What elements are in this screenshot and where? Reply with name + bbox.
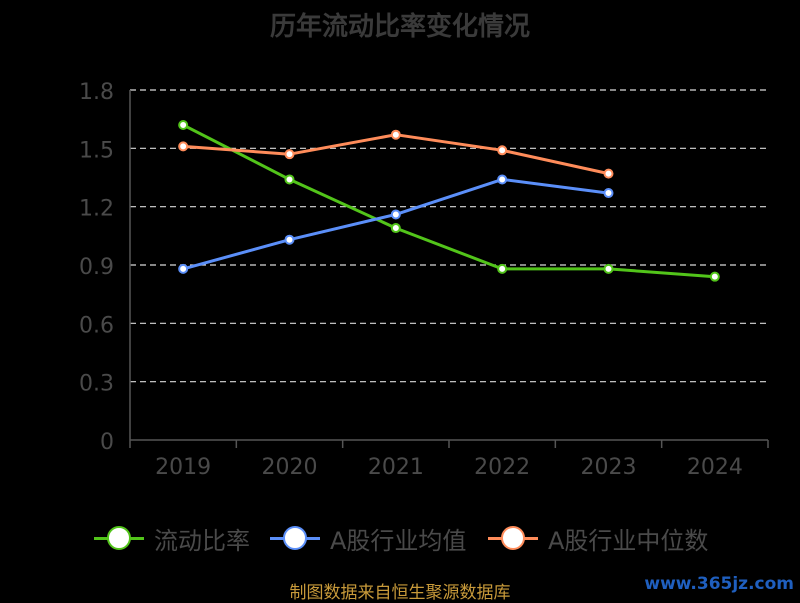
data-point bbox=[497, 263, 508, 274]
y-tick-label: 0.6 bbox=[79, 313, 114, 338]
watermark: www.365jz.com bbox=[644, 574, 794, 594]
legend-swatch-2 bbox=[488, 518, 538, 558]
data-point bbox=[178, 263, 189, 274]
legend-label-2: A股行业中位数 bbox=[548, 526, 709, 555]
data-point bbox=[390, 129, 401, 140]
data-point bbox=[284, 174, 295, 185]
series-1 bbox=[178, 174, 614, 274]
data-point bbox=[497, 174, 508, 185]
x-tick-label: 2021 bbox=[368, 455, 424, 480]
data-point bbox=[178, 120, 189, 130]
legend-item-series-1[interactable]: A股行业均值 bbox=[270, 518, 466, 558]
data-point bbox=[603, 188, 614, 199]
y-tick-label: 0.9 bbox=[79, 255, 114, 280]
y-tick-label: 0.3 bbox=[79, 372, 114, 397]
legend-marker-0 bbox=[107, 526, 131, 550]
data-point bbox=[284, 149, 295, 160]
x-tick-label: 2020 bbox=[262, 455, 318, 480]
data-point bbox=[178, 141, 189, 152]
legend-swatch-0 bbox=[94, 518, 144, 558]
series-line-2 bbox=[183, 133, 609, 176]
legend-swatch-1 bbox=[270, 518, 320, 558]
grid-lines bbox=[130, 89, 768, 383]
legend-label-1: A股行业均值 bbox=[330, 526, 467, 555]
data-point bbox=[603, 263, 614, 274]
legend-marker-1 bbox=[283, 526, 307, 550]
data-point bbox=[603, 168, 614, 179]
legend: 流动比率 A股行业均值 A股行业中位数 bbox=[0, 518, 800, 558]
legend-marker-2 bbox=[501, 526, 525, 550]
source-note: 制图数据来自恒生聚源数据库 bbox=[289, 583, 511, 603]
x-tick-label: 2022 bbox=[474, 455, 530, 480]
series-group bbox=[178, 120, 720, 282]
y-tick-label: 1.2 bbox=[79, 197, 114, 222]
series-line-0 bbox=[182, 123, 715, 279]
legend-label-0: 流动比率 bbox=[154, 526, 250, 555]
series-0 bbox=[178, 120, 720, 282]
x-tick-label: 2019 bbox=[155, 455, 211, 480]
data-point bbox=[709, 271, 720, 282]
series-2 bbox=[178, 129, 614, 179]
y-tick-label: 1.8 bbox=[79, 80, 114, 105]
y-tick-label: 1.5 bbox=[79, 138, 114, 163]
x-tick-label: 2023 bbox=[581, 455, 637, 480]
legend-item-series-0[interactable]: 流动比率 bbox=[94, 518, 250, 558]
axes: 0 0.3 0.6 0.9 1.2 1.5 1.8 2019 2020 2021 2022 2023 2… bbox=[79, 80, 769, 480]
data-point bbox=[497, 145, 508, 156]
data-point bbox=[390, 209, 401, 220]
y-tick-label: 0 bbox=[100, 430, 114, 455]
data-point bbox=[390, 223, 401, 234]
x-tick-label: 2024 bbox=[687, 455, 743, 480]
legend-item-series-2[interactable]: A股行业中位数 bbox=[488, 518, 708, 558]
chart-title: 历年流动比率变化情况 bbox=[269, 12, 530, 42]
data-point bbox=[284, 234, 295, 245]
